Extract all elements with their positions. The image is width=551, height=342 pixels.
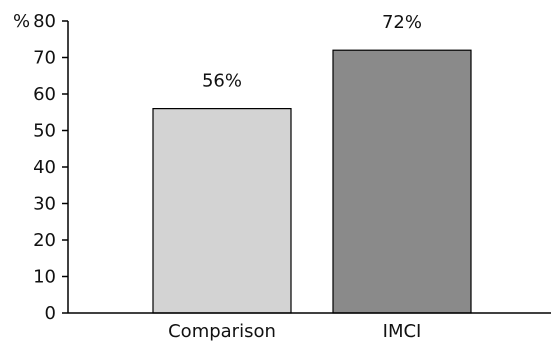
y-tick-label: 40 [33,157,56,178]
data-label: 56% [202,71,242,92]
y-tick-label: 30 [33,194,56,215]
y-tick-label: 0 [45,303,56,324]
data-label: 72% [382,12,422,33]
y-tick-label: 10 [33,267,56,288]
y-tick-label: 20 [33,230,56,251]
y-tick-label: 80 [33,11,56,32]
y-tick-label: 60 [33,84,56,105]
x-category-label: IMCI [383,321,422,342]
y-axis: 0 10 20 30 40 50 60 70 80% [13,11,69,324]
y-axis-unit-label: % [13,11,30,32]
bar-comparison [152,107,292,314]
y-tick-label: 50 [33,121,56,142]
bar-imci [332,49,472,314]
x-axis: Comparison IMCI [68,312,551,342]
bars: 56% 72% [152,12,472,314]
y-tick-label: 70 [33,48,56,69]
x-category-label: Comparison [168,321,276,342]
